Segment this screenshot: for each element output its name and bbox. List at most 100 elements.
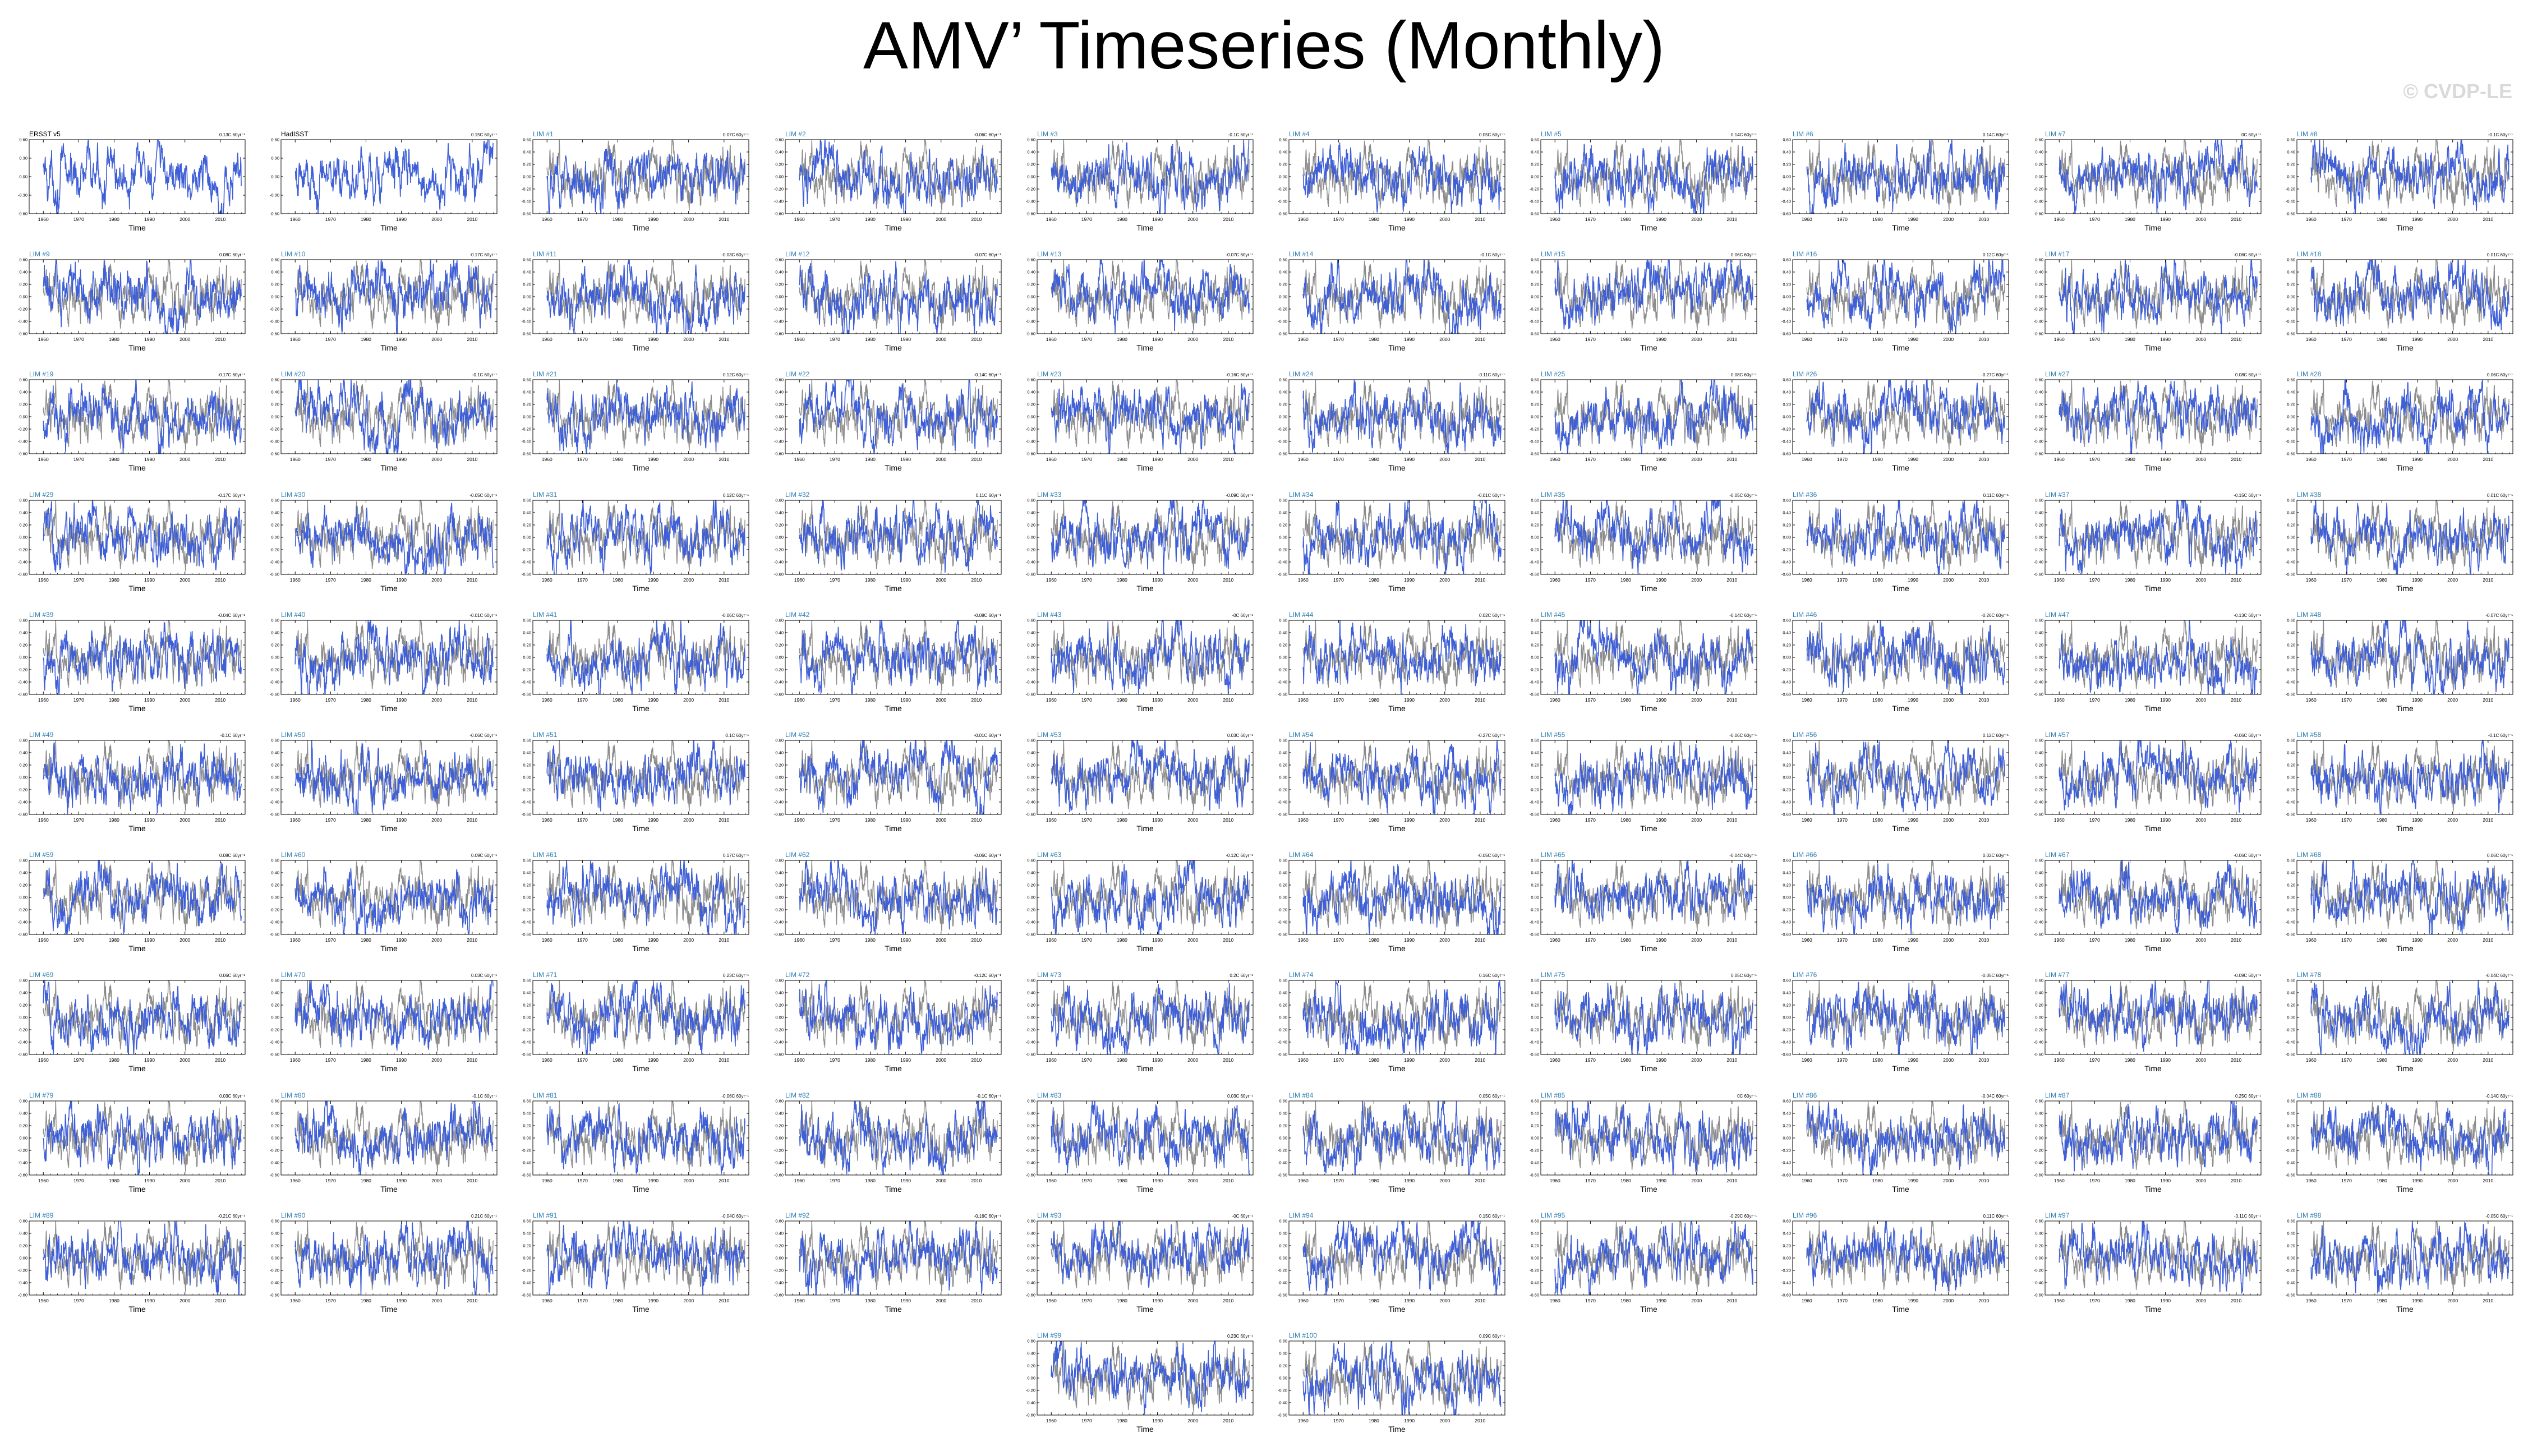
series-line (546, 148, 746, 214)
panel-title: LIM #66 (1793, 851, 1817, 859)
x-axis-label: Time (2144, 704, 2162, 713)
y-tick-label: 0.60 (2287, 497, 2295, 503)
panel-title: LIM #2 (785, 130, 806, 138)
x-axis-label: Time (633, 824, 650, 833)
y-tick-label: 0.40 (19, 270, 27, 275)
series-line (294, 620, 494, 694)
x-tick-label: 1990 (1152, 216, 1163, 222)
x-tick-label: 1990 (396, 216, 407, 222)
y-tick-label: 0.20 (1783, 642, 1792, 647)
x-tick-label: 1960 (542, 817, 552, 823)
series-line (546, 740, 746, 812)
x-tick-label: 1960 (38, 1057, 49, 1063)
y-tick-label: 0.00 (1027, 895, 1035, 900)
x-tick-label: 1990 (396, 337, 407, 342)
y-tick-label: -0.40 (1278, 800, 1287, 805)
series-line (798, 380, 998, 454)
panel-title: LIM #30 (281, 491, 306, 499)
panel-title: LIM #3 (1037, 130, 1058, 138)
y-tick-label: 0.00 (2035, 535, 2043, 540)
y-tick-label: -0.60 (1026, 211, 1035, 216)
y-tick-label: 0.40 (1531, 270, 1540, 275)
y-tick-label: -0.60 (1530, 572, 1539, 577)
x-tick-label: 2010 (2231, 697, 2241, 703)
timeseries-panel: LIM #46 -0.26C 60yr⁻¹ 0.60 0.40 0.20 0.00 -0.2… (1781, 611, 2009, 713)
x-axis-label: Time (633, 343, 650, 352)
x-tick-label: 1960 (1298, 457, 1309, 462)
x-tick-label: 1960 (542, 937, 552, 943)
x-tick-label: 2010 (467, 697, 478, 703)
panel-trend: 0.03C 60yr⁻¹ (1227, 733, 1253, 738)
x-tick-label: 1990 (2160, 457, 2171, 462)
y-tick-label: -0.20 (1026, 547, 1035, 552)
x-tick-label: 1990 (2412, 457, 2423, 462)
x-tick-label: 2010 (2231, 337, 2241, 342)
x-tick-label: 1960 (1046, 457, 1057, 462)
x-tick-label: 2000 (1691, 457, 1702, 462)
series-line (43, 621, 242, 694)
y-tick-label: -0.20 (2033, 187, 2043, 192)
panel-trend: 0.12C 60yr⁻¹ (1983, 252, 2009, 257)
y-tick-label: 0.20 (1783, 522, 1792, 527)
x-tick-label: 2000 (179, 937, 190, 943)
y-tick-label: -0.40 (270, 800, 279, 805)
x-tick-label: 1990 (2412, 337, 2423, 342)
panel-title: LIM #49 (29, 731, 54, 739)
timeseries-panel: LIM #27 0.08C 60yr⁻¹ 0.60 0.40 0.20 0.00 -0.20… (2033, 370, 2262, 472)
timeseries-panel: LIM #25 0.08C 60yr⁻¹ 0.60 0.40 0.20 0.00 -0.20… (1530, 370, 1757, 472)
x-tick-label: 1980 (2125, 937, 2135, 943)
y-tick-label: 0.60 (775, 618, 784, 623)
x-tick-label: 2010 (467, 577, 478, 583)
y-tick-label: 0.40 (1279, 870, 1287, 876)
panel-title: LIM #68 (2297, 851, 2322, 859)
y-tick-label: -0.40 (2286, 439, 2295, 444)
x-tick-label: 1980 (361, 457, 371, 462)
y-tick-label: -0.40 (773, 439, 783, 444)
x-tick-label: 1970 (325, 337, 336, 342)
y-tick-label: 0.00 (1279, 895, 1287, 900)
y-tick-label: 0.20 (2287, 883, 2295, 888)
y-tick-label: 0.00 (523, 655, 532, 660)
y-tick-label: 0.20 (2035, 883, 2043, 888)
y-tick-label: 0.00 (2035, 895, 2043, 900)
x-axis-label: Time (380, 704, 398, 713)
x-axis-label: Time (2396, 704, 2414, 713)
y-tick-label: -0.60 (1278, 451, 1287, 457)
x-tick-label: 2010 (1475, 216, 1485, 222)
y-tick-label: 0.20 (19, 763, 27, 768)
series-line (1554, 260, 1754, 330)
y-tick-label: 0.60 (2035, 497, 2043, 503)
x-tick-label: 1960 (794, 216, 804, 222)
y-tick-label: 0.00 (19, 174, 27, 179)
y-tick-label: -0.60 (270, 812, 279, 817)
x-tick-label: 1990 (2160, 817, 2171, 823)
x-tick-label: 2000 (2447, 337, 2458, 342)
x-tick-label: 1960 (38, 937, 49, 943)
y-tick-label: -0.40 (522, 800, 531, 805)
series-line (1302, 740, 1502, 814)
y-tick-label: -0.60 (2033, 211, 2043, 216)
panel-title: LIM #33 (1037, 491, 1062, 499)
y-tick-label: 0.20 (271, 522, 280, 527)
y-tick-label: -0.40 (2286, 319, 2295, 324)
panel-title: LIM #14 (1289, 250, 1314, 258)
y-tick-label: 0.40 (271, 390, 280, 395)
y-tick-label: 0.20 (2035, 282, 2043, 287)
x-tick-label: 1980 (1620, 937, 1631, 943)
panel-title: LIM #38 (2297, 491, 2322, 499)
x-tick-label: 1990 (1656, 216, 1666, 222)
y-tick-label: 0.20 (1027, 282, 1035, 287)
x-tick-label: 1960 (1298, 337, 1309, 342)
x-tick-label: 1970 (73, 697, 84, 703)
y-tick-label: 0.00 (19, 655, 27, 660)
x-tick-label: 1970 (325, 697, 336, 703)
y-tick-label: 0.00 (271, 174, 280, 179)
y-tick-label: -0.60 (2286, 331, 2295, 337)
y-tick-label: 0.60 (523, 137, 532, 142)
panel-title: LIM #21 (533, 370, 558, 378)
y-tick-label: 0.60 (271, 858, 280, 863)
timeseries-panel: LIM #2 -0.06C 60yr⁻¹ 0.60 0.40 0.20 0.00 -0.20… (773, 130, 1002, 232)
x-tick-label: 1960 (1298, 577, 1309, 583)
x-tick-label: 1990 (2412, 577, 2423, 583)
series-observed-line (43, 620, 242, 692)
